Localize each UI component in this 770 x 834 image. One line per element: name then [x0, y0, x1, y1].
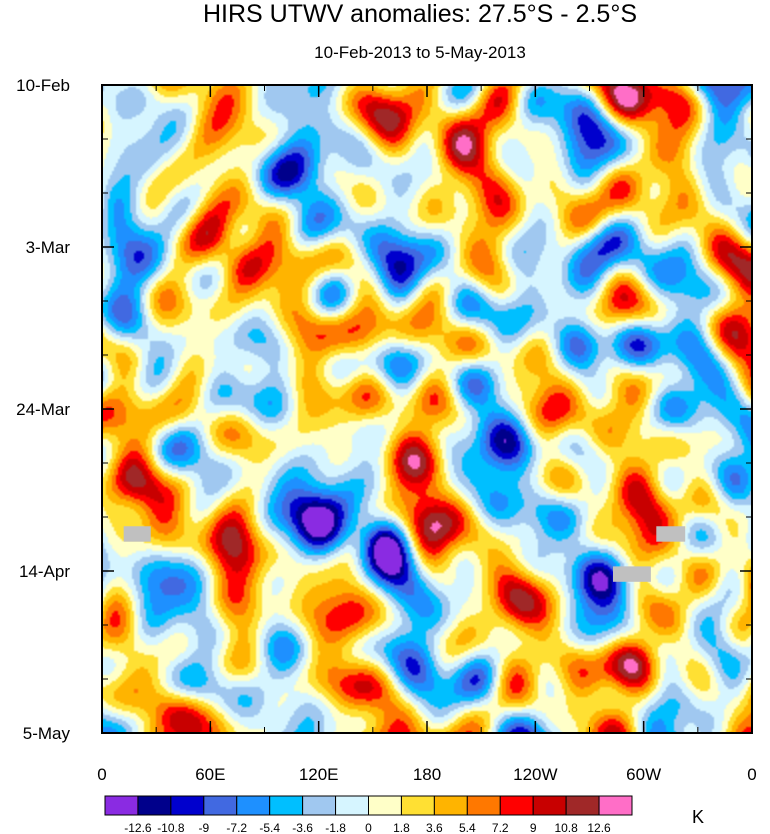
colorbar-label: -1.8	[325, 821, 346, 834]
colorbar-label: -7.2	[226, 821, 247, 834]
colorbar-swatch	[335, 795, 369, 816]
colorbar: -12.6 -10.8 -9 -7.2 -5.4 -3.6 -1.8 0 1.8 3.6 5.4 7.…	[104, 795, 633, 834]
colorbar-swatch	[499, 795, 534, 816]
y-tick-label: 24-Mar	[16, 400, 70, 419]
colorbar-label: 1.8	[393, 821, 410, 834]
missing-data-regions	[123, 526, 686, 582]
colorbar-label: -12.6	[124, 821, 152, 834]
colorbar-label: -3.6	[292, 821, 313, 834]
colorbar-label: 7.2	[492, 821, 509, 834]
chart-subtitle: 10-Feb-2013 to 5-May-2013	[314, 43, 526, 62]
colorbar-swatch	[302, 795, 337, 816]
colorbar-swatch	[532, 795, 567, 816]
colorbar-swatch	[400, 795, 435, 816]
colorbar-swatch	[433, 795, 468, 816]
colorbar-label: 10.8	[554, 821, 578, 834]
colorbar-swatch	[203, 795, 238, 816]
colorbar-label: 12.6	[587, 821, 611, 834]
y-axis: 10-Feb 3-Mar 24-Mar 14-Apr 5-May	[16, 76, 752, 743]
missing-data-patch	[123, 526, 151, 542]
colorbar-label: -9	[198, 821, 209, 834]
x-tick-label: 60W	[626, 765, 661, 784]
colorbar-swatch	[466, 795, 501, 816]
plot-area	[101, 84, 753, 734]
colorbar-swatch	[104, 795, 139, 816]
x-tick-label: 180	[413, 765, 441, 784]
anomaly-field	[102, 85, 752, 733]
colorbar-label: 9	[530, 821, 537, 834]
x-axis: 0 60E 120E 180 120W 60W 0	[97, 85, 757, 784]
colorbar-label: -10.8	[157, 821, 185, 834]
x-tick-label: 120W	[513, 765, 557, 784]
colorbar-label: 5.4	[459, 821, 476, 834]
colorbar-swatch	[170, 795, 205, 816]
y-tick-label: 14-Apr	[19, 562, 70, 581]
chart-title: HIRS UTWV anomalies: 27.5°S - 2.5°S	[203, 0, 637, 28]
colorbar-swatch	[137, 795, 172, 816]
colorbar-label: 3.6	[426, 821, 443, 834]
x-tick-label: 60E	[195, 765, 225, 784]
x-tick-label: 0	[747, 765, 756, 784]
colorbar-swatch	[269, 795, 304, 816]
y-tick-label: 10-Feb	[16, 76, 70, 95]
colorbar-swatch	[565, 795, 600, 816]
x-tick-label: 0	[97, 765, 106, 784]
missing-data-patch	[656, 526, 686, 542]
colorbar-swatch	[598, 795, 633, 816]
x-tick-label: 120E	[299, 765, 339, 784]
colorbar-label: 0	[365, 821, 372, 834]
colorbar-label: -5.4	[259, 821, 280, 834]
missing-data-patch	[612, 566, 651, 582]
colorbar-swatch	[236, 795, 271, 816]
y-tick-label: 5-May	[23, 724, 71, 743]
units-label: K	[692, 807, 704, 827]
colorbar-swatch	[368, 795, 402, 816]
y-tick-label: 3-Mar	[26, 238, 71, 257]
